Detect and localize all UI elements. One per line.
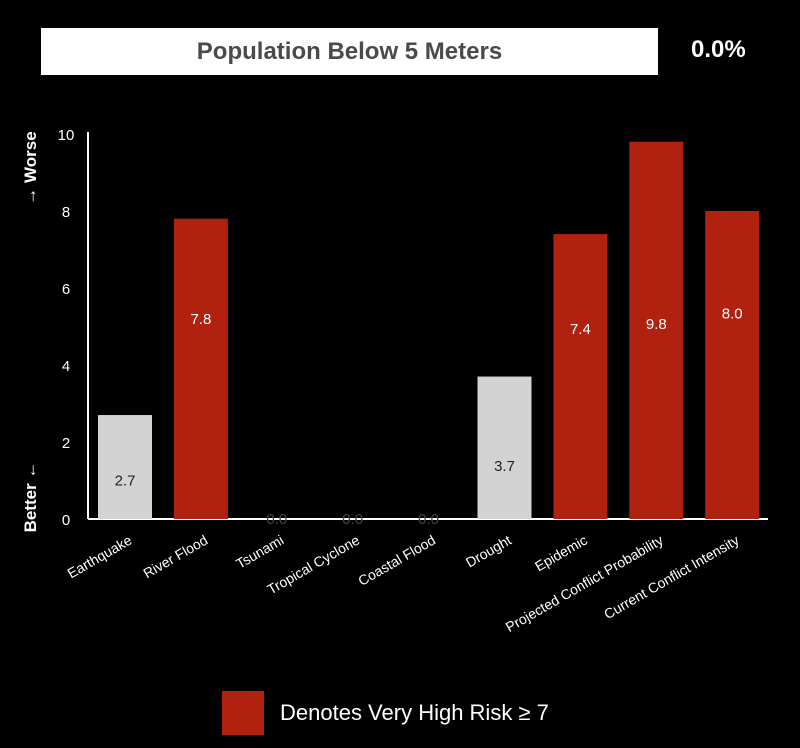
bar	[173, 218, 228, 519]
legend: Denotes Very High Risk ≥ 7	[222, 691, 549, 735]
bar-value-label: 8.0	[722, 306, 743, 323]
y-label-better: Better ←	[21, 462, 40, 533]
bar-chart: 0 2 4 6 8 10 → Worse Better ← 2.7 Earthquake 7.8 Ri…	[21, 127, 768, 635]
x-category-label: Drought	[463, 532, 514, 571]
y-tick-label: 8	[62, 204, 70, 221]
header-value: 0.0%	[691, 36, 746, 63]
x-category-label: Current Conflict Intensity	[601, 532, 742, 623]
bar-value-label: 0.0	[342, 511, 363, 528]
bar-value-label: 9.8	[646, 316, 667, 333]
legend-label: Denotes Very High Risk ≥ 7	[280, 700, 549, 725]
bar	[705, 211, 760, 519]
y-tick-label: 10	[58, 127, 75, 144]
x-category-label: Tsunami	[233, 532, 286, 572]
legend-swatch	[222, 691, 264, 735]
x-category-label: Earthquake	[64, 532, 134, 582]
y-tick-label: 4	[62, 358, 70, 375]
bar	[98, 415, 152, 519]
bar-value-label: 7.8	[190, 311, 211, 328]
y-tick-label: 0	[62, 512, 70, 529]
bar-value-label: 7.4	[570, 321, 591, 338]
x-category-label: River Flood	[140, 532, 210, 582]
header-title-box: Population Below 5 Meters	[41, 28, 658, 75]
bar-value-label: 3.7	[494, 458, 515, 475]
bar	[477, 376, 532, 519]
y-label-worse: → Worse	[21, 131, 40, 204]
bar-value-label: 0.0	[266, 511, 287, 528]
y-tick-label: 6	[62, 281, 70, 298]
bar	[629, 141, 684, 519]
bar-value-label: 2.7	[115, 472, 136, 489]
page-title: Population Below 5 Meters	[196, 37, 503, 65]
y-tick-label: 2	[62, 435, 70, 452]
bar-value-label: 0.0	[418, 511, 439, 528]
x-category-label: Epidemic	[532, 532, 590, 575]
x-category-label: Coastal Flood	[355, 532, 438, 589]
bar	[553, 234, 608, 519]
